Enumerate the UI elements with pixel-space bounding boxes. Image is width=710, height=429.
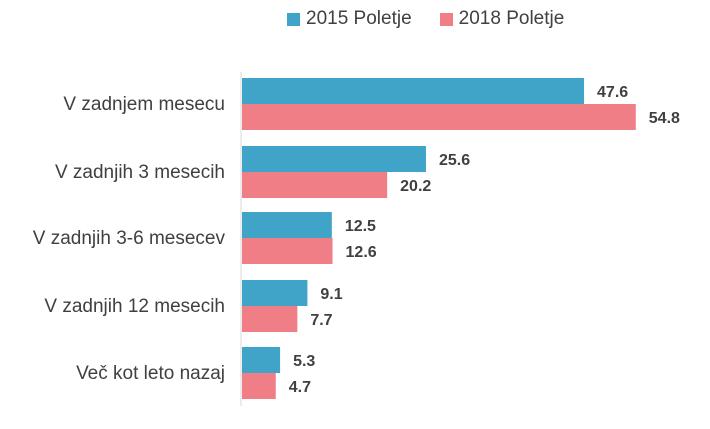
- category-label: V zadnjih 3-6 mesecev: [33, 228, 226, 249]
- category-label: V zadnjih 3 mesecih: [55, 162, 225, 183]
- category-label: V zadnjem mesecu: [63, 94, 225, 115]
- bar-2015: [242, 212, 332, 238]
- data-label: 20.2: [400, 178, 431, 195]
- legend-item-2015: 2015 Poletje: [287, 8, 412, 30]
- legend-swatch-2018: [439, 12, 453, 26]
- data-label: 12.5: [345, 218, 376, 235]
- data-label: 12.6: [346, 244, 377, 261]
- bar-2018: [242, 373, 276, 399]
- legend-label-2018: 2018 Poletje: [458, 8, 565, 29]
- bar-2015: [242, 347, 281, 373]
- data-label: 54.8: [649, 110, 680, 127]
- category-label: Več kot leto nazaj: [76, 363, 225, 384]
- data-label: 25.6: [439, 152, 470, 169]
- legend-label-2015: 2015 Poletje: [306, 8, 412, 29]
- bar-2018: [242, 104, 636, 130]
- category-label: V zadnjih 12 mesecih: [44, 296, 225, 317]
- data-label: 9.1: [320, 286, 342, 303]
- bar-2015: [242, 146, 426, 172]
- data-label: 47.6: [597, 84, 628, 101]
- data-label: 4.7: [289, 379, 311, 396]
- data-label: 5.3: [293, 353, 315, 370]
- bar-2018: [242, 172, 388, 198]
- bar-2018: [242, 238, 333, 264]
- bar-2015: [242, 280, 308, 306]
- bar-2015: [242, 78, 585, 104]
- data-label: 7.7: [310, 312, 332, 329]
- bar-2018: [242, 306, 298, 332]
- legend-swatch-2015: [287, 12, 300, 26]
- legend: 2015 Poletje 2018 Poletje: [287, 8, 564, 30]
- legend-item-2018: 2018 Poletje: [439, 8, 565, 30]
